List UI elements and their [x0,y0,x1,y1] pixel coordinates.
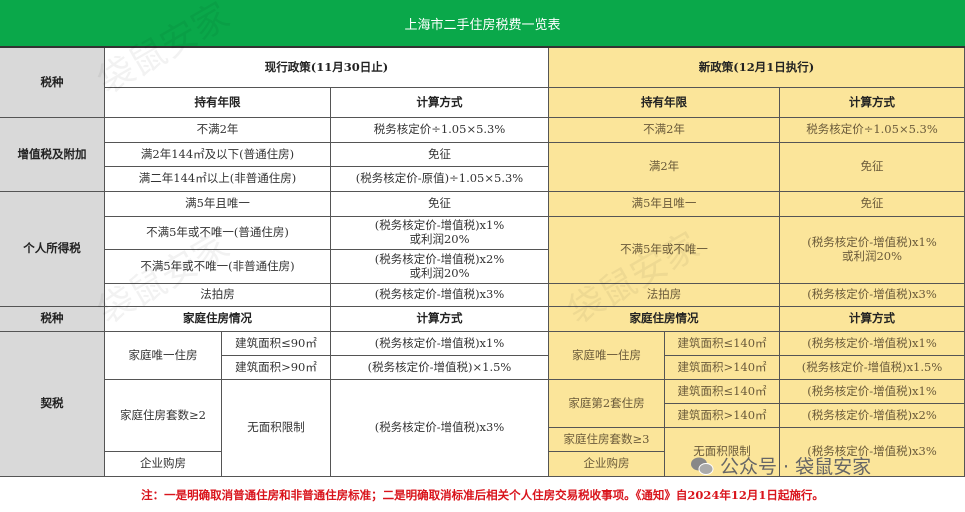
deed-new-only: 家庭唯一住房 [549,332,665,380]
header-calc-new-2: 计算方式 [780,307,965,332]
header-current-policy: 现行政策(11月30日止) [105,48,549,88]
calc-line: (税务核定价-增值税)x1% [807,235,937,250]
vat-new-cond: 不满2年 [549,118,780,143]
footnote: 注：一是明确取消普通住房和非普通住房标准；二是明确取消标准后相关个人住房交易税收… [141,487,824,502]
iit-new-cond: 法拍房 [549,284,780,307]
deed-cur-calc: (税务核定价-增值税)x3% [331,380,549,477]
wechat-icon [691,457,714,475]
header-calc-2: 计算方式 [331,307,549,332]
iit-cur-cond: 满5年且唯一 [105,192,331,217]
iit-new-calc: (税务核定价-增值税)x1% 或利润20% [780,217,965,284]
deed-new-calc: (税务核定价-增值税)x3% [780,428,965,477]
calc-line: 或利润20% [841,249,903,263]
header-calc-new: 计算方式 [780,88,965,118]
deed-cur-calc: (税务核定价-增值税)×1.5% [331,356,549,380]
header-new-policy: 新政策(12月1日执行) [549,48,965,88]
vat-cur-calc: 免征 [331,143,549,167]
iit-cur-cond: 不满5年或不唯一(非普通住房) [105,250,331,284]
vat-cur-calc: 税务核定价÷1.05×5.3% [331,118,549,143]
deed-new-second: 家庭第2套住房 [549,380,665,428]
iit-new-calc: (税务核定价-增值税)x3% [780,284,965,307]
iit-new-calc: 免征 [780,192,965,217]
deed-new-nolimit: 无面积限制 [665,428,780,477]
calc-line: 或利润20% [409,232,470,246]
vat-new-cond: 满2年 [549,143,780,192]
iit-cur-cond: 不满5年或不唯一(普通住房) [105,217,331,250]
header-tax-type: 税种 [0,48,105,118]
deed-new-multi: 家庭住房套数≥3 [549,428,665,452]
deed-new-area: 建筑面积>140㎡ [665,404,780,428]
deed-new-area: 建筑面积≤140㎡ [665,380,780,404]
deed-new-corp: 企业购房 [549,452,665,477]
deed-cur-area: 建筑面积>90㎡ [222,356,331,380]
iit-new-cond: 不满5年或不唯一 [549,217,780,284]
vat-new-calc: 免征 [780,143,965,192]
deed-new-area: 建筑面积>140㎡ [665,356,780,380]
deed-new-calc: (税务核定价-增值税)x2% [780,404,965,428]
header-holding: 持有年限 [105,88,331,118]
calc-line: (税务核定价-增值税)x1% [374,218,505,233]
header-holding-new: 持有年限 [549,88,780,118]
vat-new-calc: 税务核定价÷1.05×5.3% [780,118,965,143]
iit-cur-cond: 法拍房 [105,284,331,307]
deed-new-area: 建筑面积≤140㎡ [665,332,780,356]
deed-cur-nolimit: 无面积限制 [222,380,331,477]
header-calc: 计算方式 [331,88,549,118]
deed-new-calc: (税务核定价-增值税)x1.5% [780,356,965,380]
deed-cur-corp: 企业购房 [105,452,222,477]
deed-new-calc: (税务核定价-增值税)x1% [780,332,965,356]
deed-new-calc: (税务核定价-增值税)x1% [780,380,965,404]
iit-cur-calc: 免征 [331,192,549,217]
iit-new-cond: 满5年且唯一 [549,192,780,217]
header-family-new: 家庭住房情况 [549,307,780,332]
vat-cur-cond: 满2年144㎡及以下(普通住房) [105,143,331,167]
vat-cur-cond: 满二年144㎡以上(非普通住房) [105,167,331,192]
vat-cur-cond: 不满2年 [105,118,331,143]
table-title: 上海市二手住房税费一览表 [0,0,965,48]
vat-cur-calc: (税务核定价-原值)÷1.05×5.3% [331,167,549,192]
wechat-watermark: 公众号 · 袋鼠安家 [690,452,871,479]
deed-cur-only: 家庭唯一住房 [105,332,222,380]
vat-label: 增值税及附加 [0,118,105,192]
deed-cur-multi: 家庭住房套数≥2 [105,380,222,452]
watermark-text: 公众号 · 袋鼠安家 [720,456,872,478]
header-tax-type-2: 税种 [0,307,105,332]
iit-label: 个人所得税 [0,192,105,307]
calc-line: (税务核定价-增值税)x2% [374,251,505,266]
header-family: 家庭住房情况 [105,307,331,332]
iit-cur-calc: (税务核定价-增值税)x3% [331,284,549,307]
deed-cur-area: 建筑面积≤90㎡ [222,332,331,356]
deed-label: 契税 [0,332,105,477]
deed-cur-calc: (税务核定价-增值税)x1% [331,332,549,356]
calc-line: 或利润20% [409,265,470,280]
iit-cur-calc: (税务核定价-增值税)x2% 或利润20% [331,250,549,284]
iit-cur-calc: (税务核定价-增值税)x1% 或利润20% [331,217,549,250]
